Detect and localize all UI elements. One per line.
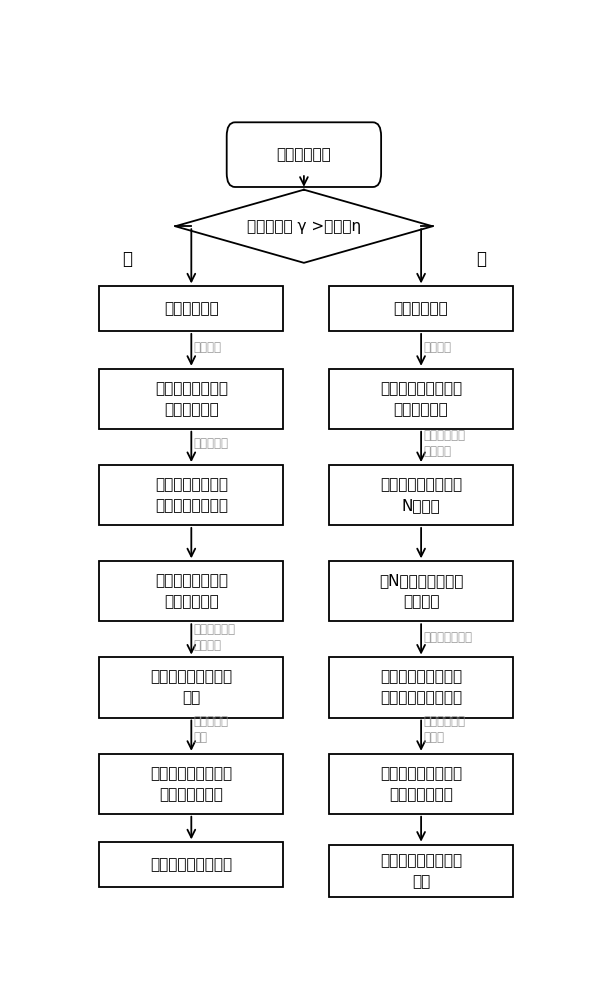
- Bar: [100, 561, 283, 621]
- Text: 针形单涡旋
光束: 针形单涡旋 光束: [193, 715, 229, 744]
- Bar: [100, 465, 283, 525]
- Bar: [329, 754, 513, 814]
- FancyBboxPatch shape: [227, 122, 381, 187]
- Text: 生成初始光束: 生成初始光束: [394, 301, 448, 316]
- Text: 对N个光源进行相干
光束合成: 对N个光源进行相干 光束合成: [379, 573, 463, 609]
- Bar: [100, 369, 283, 429]
- Text: 获得针形单涡旋光束: 获得针形单涡旋光束: [150, 857, 232, 872]
- Bar: [100, 657, 283, 718]
- Bar: [100, 842, 283, 887]
- Text: 否: 否: [476, 250, 486, 268]
- Text: 消除光束纵向平面
的径向波矢量: 消除光束纵向平面 的径向波矢量: [155, 573, 228, 609]
- Bar: [329, 369, 513, 429]
- Bar: [329, 845, 513, 897]
- Text: 为光束赋予目标拓扑
荷数: 为光束赋予目标拓扑 荷数: [150, 669, 232, 705]
- Text: 光源发生装置: 光源发生装置: [276, 147, 331, 162]
- Text: 高斯宽光束: 高斯宽光束: [193, 437, 229, 450]
- Text: 利用分束器将其分为
N个光源: 利用分束器将其分为 N个光源: [380, 477, 462, 513]
- Text: 通过转换装置对初始
光束进行转换: 通过转换装置对初始 光束进行转换: [380, 381, 462, 417]
- Text: 持续性自聚焦
针形光束: 持续性自聚焦 针形光束: [423, 429, 466, 458]
- Text: 当前信噪比 γ >门限值η: 当前信噪比 γ >门限值η: [247, 219, 361, 234]
- Text: 生成初始光束: 生成初始光束: [164, 301, 219, 316]
- Bar: [329, 465, 513, 525]
- Bar: [100, 286, 283, 331]
- Text: 阵列型针形涡
旋光束: 阵列型针形涡 旋光束: [423, 715, 466, 744]
- Text: 使用扩束镜对初始
光束进行扩束: 使用扩束镜对初始 光束进行扩束: [155, 381, 228, 417]
- Text: 高斯光束: 高斯光束: [193, 341, 222, 354]
- Bar: [329, 561, 513, 621]
- Text: 阵列型针形光束: 阵列型针形光束: [423, 631, 473, 644]
- Text: 获得阵列型针形涡旋
光束: 获得阵列型针形涡旋 光束: [380, 853, 462, 889]
- Text: 设定对称自聚焦相
位的工程相位掩膜: 设定对称自聚焦相 位的工程相位掩膜: [155, 477, 228, 513]
- Polygon shape: [175, 190, 433, 263]
- Text: 持续性自聚焦
针形光束: 持续性自聚焦 针形光束: [193, 623, 235, 652]
- Text: 使用空间滤波器为光
束滤除混叠模态: 使用空间滤波器为光 束滤除混叠模态: [380, 766, 462, 802]
- Text: 使用空间滤波器为光
束滤除混叠模态: 使用空间滤波器为光 束滤除混叠模态: [150, 766, 232, 802]
- Text: 为光束赋予目标拓扑
荷数，调整阵列参数: 为光束赋予目标拓扑 荷数，调整阵列参数: [380, 669, 462, 705]
- Text: 是: 是: [122, 250, 132, 268]
- Text: 高斯光束: 高斯光束: [423, 341, 451, 354]
- Bar: [329, 286, 513, 331]
- Bar: [329, 657, 513, 718]
- Bar: [100, 754, 283, 814]
